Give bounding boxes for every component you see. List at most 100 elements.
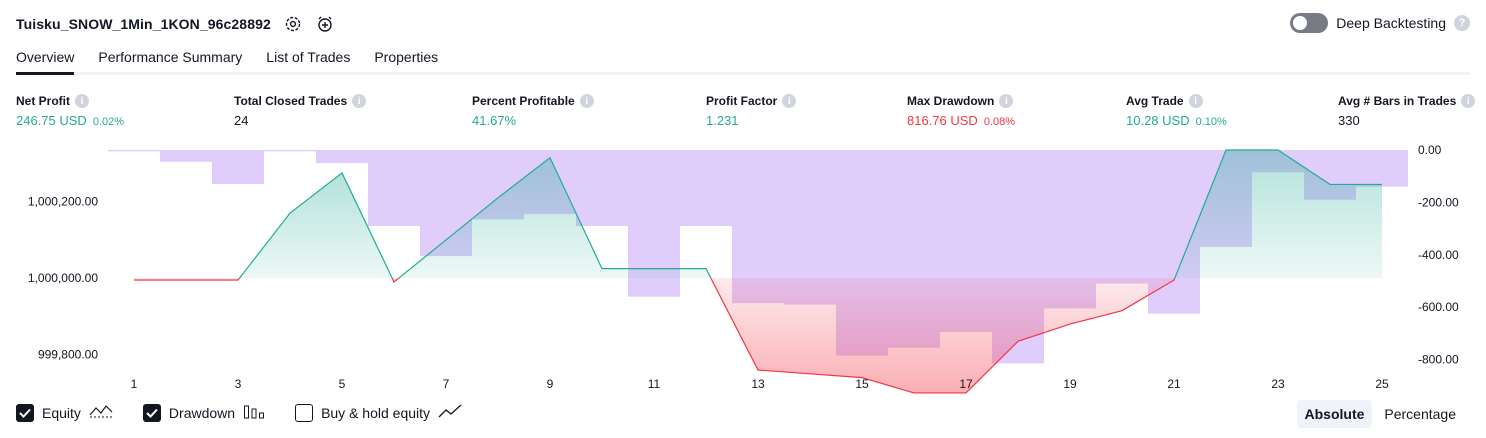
info-icon[interactable]: i <box>999 94 1014 108</box>
info-icon[interactable]: i <box>782 94 797 108</box>
equity-line-icon <box>89 404 113 421</box>
metric-avg-bars-in-trades: Avg # Bars in Trades i 330 <box>1338 93 1476 128</box>
equity-line-loss <box>134 277 240 281</box>
metric-value: 1.231 <box>706 113 739 128</box>
x-axis-tick-label: 17 <box>959 377 973 391</box>
tab-performance-summary[interactable]: Performance Summary <box>98 49 243 65</box>
deep-backtesting: Deep Backtesting ? <box>1290 13 1470 33</box>
tab-bar: Overview Performance Summary List of Tra… <box>16 44 1470 75</box>
metric-label: Profit Factor <box>706 94 778 108</box>
legend-buy-hold-label: Buy & hold equity <box>321 404 431 421</box>
metric-percent: 0.02% <box>92 116 125 128</box>
drawdown-bars-icon <box>243 403 265 422</box>
x-axis-tick-label: 9 <box>547 377 554 391</box>
x-axis-tick-label: 23 <box>1271 377 1285 391</box>
drawdown-bar <box>576 150 628 226</box>
drawdown-bar <box>264 150 316 152</box>
metric-value: 246.75 USD <box>16 113 87 128</box>
drawdown-bar <box>160 150 212 162</box>
drawdown-axis-tick-label: -400.00 <box>1418 248 1459 262</box>
deep-backtesting-toggle[interactable] <box>1290 13 1329 33</box>
x-axis-tick-label: 25 <box>1375 377 1389 391</box>
metric-value: 330 <box>1338 113 1360 128</box>
metric-label: Avg # Bars in Trades <box>1338 94 1457 108</box>
metric-profit-factor: Profit Factor i 1.231 <box>706 93 797 128</box>
metric-max-drawdown: Max Drawdown i 816.76 USD 0.08% <box>907 93 1015 128</box>
metric-percent-profitable: Percent Profitable i 41.67% <box>472 93 594 128</box>
equity-axis-tick-label: 999,800.00 <box>38 348 98 362</box>
chart-legend: Equity Drawdown Buy & hold equity <box>16 403 462 422</box>
scale-mode-switch: Absolute Percentage <box>1296 400 1465 428</box>
metric-value: 24 <box>234 113 249 128</box>
metric-label: Net Profit <box>16 94 70 108</box>
settings-gear-icon[interactable] <box>283 14 303 34</box>
legend-equity-label: Equity <box>42 404 81 421</box>
checkbox-checked-icon[interactable] <box>16 403 34 422</box>
drawdown-bar <box>1096 150 1148 284</box>
x-axis-tick-label: 1 <box>131 377 138 391</box>
drawdown-bar <box>108 150 160 152</box>
equity-line-profit <box>1174 149 1382 279</box>
strategy-name: Tuisku_SNOW_1Min_1KON_96c28892 <box>16 16 271 32</box>
info-icon[interactable]: i <box>1461 94 1476 108</box>
x-axis-tick-label: 21 <box>1167 377 1181 391</box>
metric-label: Avg Trade <box>1126 94 1184 108</box>
equity-line-profit <box>239 172 393 279</box>
equity-profit-area <box>398 157 711 279</box>
deep-backtesting-label: Deep Backtesting <box>1336 15 1446 31</box>
drawdown-bar <box>1356 150 1408 187</box>
metric-net-profit: Net Profit i 246.75 USD 0.02% <box>16 93 124 128</box>
buy-hold-line-icon <box>438 403 462 422</box>
equity-axis-tick-label: 1,000,200.00 <box>28 195 98 209</box>
checkbox-checked-icon[interactable] <box>142 403 161 422</box>
equity-loss-area <box>710 278 1175 393</box>
metric-value: 41.67% <box>472 113 517 128</box>
tab-properties[interactable]: Properties <box>374 49 439 65</box>
equity-line-loss <box>710 277 1176 394</box>
x-axis-tick-label: 13 <box>751 377 765 391</box>
drawdown-axis-tick-label: 0.00 <box>1418 143 1442 157</box>
x-axis-tick-label: 15 <box>855 377 869 391</box>
equity-line-loss <box>391 277 400 283</box>
drawdown-axis-tick-label: -600.00 <box>1418 300 1459 314</box>
info-icon[interactable]: i <box>579 94 594 108</box>
add-alert-clock-icon[interactable] <box>315 14 335 34</box>
drawdown-bar <box>316 150 368 164</box>
drawdown-bar <box>680 150 732 226</box>
metric-value: 816.76 USD <box>907 113 978 128</box>
drawdown-axis-tick-label: -200.00 <box>1418 195 1459 209</box>
x-axis-tick-label: 19 <box>1063 377 1077 391</box>
equity-axis-tick-label: 1,000,000.00 <box>28 271 98 285</box>
metric-total-closed-trades: Total Closed Trades i 24 <box>234 93 367 128</box>
metric-label: Max Drawdown <box>907 94 995 108</box>
metric-label: Total Closed Trades <box>234 94 348 108</box>
help-icon[interactable]: ? <box>1454 15 1470 31</box>
metric-percent: 0.08% <box>983 116 1016 128</box>
x-axis-tick-label: 7 <box>443 377 450 391</box>
drawdown-axis-tick-label: -800.00 <box>1418 353 1459 367</box>
metric-label: Percent Profitable <box>472 94 575 108</box>
mode-absolute-button[interactable]: Absolute <box>1296 400 1373 428</box>
metric-avg-trade: Avg Trade i 10.28 USD 0.10% <box>1126 93 1227 128</box>
info-icon[interactable]: i <box>1188 94 1203 108</box>
tab-overview[interactable]: Overview <box>16 44 75 75</box>
mode-percentage-button[interactable]: Percentage <box>1384 406 1456 422</box>
info-icon[interactable]: i <box>352 94 367 108</box>
info-icon[interactable]: i <box>75 94 89 108</box>
drawdown-bar <box>212 150 264 185</box>
equity-line-profit <box>398 156 712 279</box>
legend-equity[interactable]: Equity <box>16 403 113 422</box>
equity-drawdown-chart[interactable]: 999,800.00 1,000,000.00 1,000,200.00 0.00 -2… <box>0 140 1486 396</box>
legend-drawdown[interactable]: Drawdown <box>142 403 265 422</box>
metric-value: 10.28 USD <box>1126 113 1190 128</box>
strategy-header: Tuisku_SNOW_1Min_1KON_96c28892 <box>16 12 335 36</box>
x-axis-tick-label: 3 <box>235 377 242 391</box>
drawdown-bar <box>732 150 784 304</box>
legend-buy-hold-equity[interactable]: Buy & hold equity <box>295 403 462 422</box>
drawdown-bar <box>368 150 420 226</box>
x-axis-tick-label: 11 <box>648 377 661 391</box>
checkbox-unchecked-icon[interactable] <box>295 403 314 422</box>
equity-profit-area <box>1174 150 1382 279</box>
metric-percent: 0.10% <box>1195 116 1227 128</box>
tab-list-of-trades[interactable]: List of Trades <box>266 49 351 65</box>
